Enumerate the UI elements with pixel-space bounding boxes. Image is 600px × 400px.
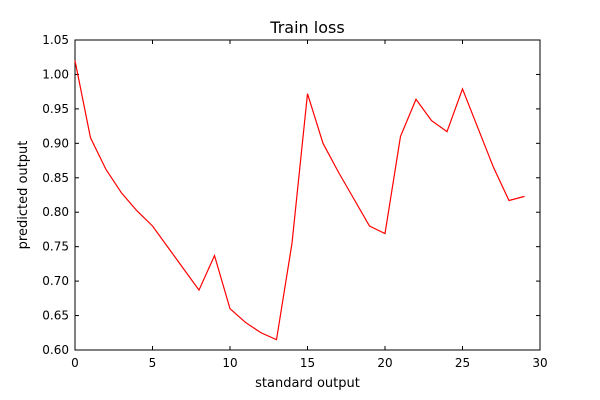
x-axis-label: standard output <box>255 376 360 391</box>
chart-title: Train loss <box>269 18 344 37</box>
y-tick-label: 0.95 <box>42 102 69 116</box>
y-tick-label: 0.70 <box>42 274 69 288</box>
x-tick-label: 20 <box>377 356 392 370</box>
axis-ticks: 0 5 10 15 20 25 30 0.60 0.65 0.70 0.75 0.80 0.85 0.90… <box>42 33 547 370</box>
y-tick-label: 1.05 <box>42 33 69 47</box>
y-tick-label: 0.80 <box>42 205 69 219</box>
x-tick-label: 30 <box>532 356 547 370</box>
x-tick-label: 5 <box>149 356 157 370</box>
y-tick-label: 0.85 <box>42 171 69 185</box>
x-tick-label: 15 <box>300 356 315 370</box>
y-tick-label: 0.90 <box>42 136 69 150</box>
y-axis-label: predicted output <box>16 141 31 250</box>
x-tick-label: 0 <box>71 356 79 370</box>
x-tick-label: 25 <box>455 356 470 370</box>
series-group <box>74 60 525 341</box>
plot-area <box>74 39 541 351</box>
series-line <box>74 60 525 341</box>
y-tick-label: 0.60 <box>42 343 69 357</box>
y-tick-label: 0.65 <box>42 309 69 323</box>
y-tick-label: 0.75 <box>42 240 69 254</box>
x-tick-label: 10 <box>222 356 237 370</box>
plot-border <box>74 39 541 351</box>
y-tick-label: 1.00 <box>42 67 69 81</box>
